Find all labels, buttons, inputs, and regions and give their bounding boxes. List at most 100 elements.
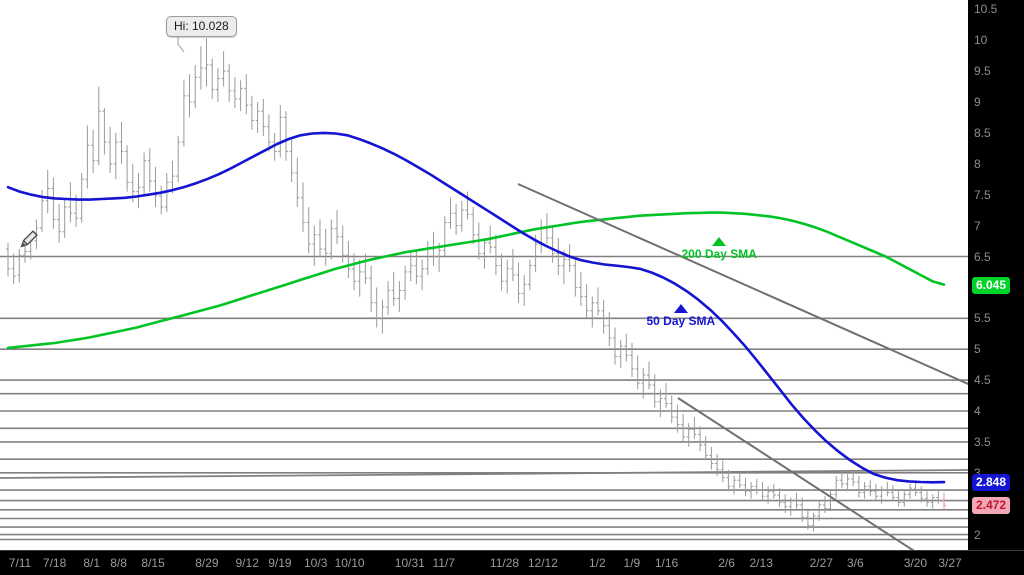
ohlc-bar [272, 132, 277, 161]
ohlc-bar [612, 327, 617, 365]
ohlc-bar [686, 423, 691, 447]
ohlc-bar [227, 63, 232, 102]
ohlc-bar [522, 275, 527, 306]
ohlc-bar [465, 191, 470, 220]
ohlc-bar [278, 105, 283, 158]
ohlc-bar [822, 496, 827, 513]
sma200-price-tag[interactable]: 6.045 [972, 276, 1011, 294]
price-tick: 7.5 [974, 187, 991, 202]
ohlc-bar [323, 228, 328, 266]
price-tick: 8 [974, 156, 981, 171]
ohlc-bar [79, 173, 84, 223]
sma50-label: 50 Day SMA [646, 314, 716, 328]
ohlc-bar [527, 259, 532, 291]
price-tick: 4.5 [974, 373, 991, 388]
200-day-sma-line [6, 211, 946, 350]
date-axis[interactable]: 7/11 7/18 8/1 8/8 8/15 8/29 9/12 9/19 10/3 10/10 1… [0, 550, 1024, 575]
ohlc-bar [425, 241, 430, 275]
ohlc-bar [62, 199, 67, 238]
price-tick: 5 [974, 342, 981, 357]
ohlc-bar [266, 114, 271, 152]
ohlc-bar [68, 182, 73, 223]
ohlc-bar [749, 482, 754, 499]
ohlc-bar [125, 145, 130, 192]
date-tick: 7/18 [42, 556, 67, 570]
ohlc-bar [516, 262, 521, 303]
ohlc-bar [561, 250, 566, 285]
upper-descending-trendline[interactable] [517, 183, 968, 387]
ohlc-bar [102, 108, 107, 155]
ohlc-bar [811, 512, 816, 532]
ohlc-bar [936, 490, 941, 504]
date-tick: 1/2 [588, 556, 606, 570]
ohlc-bar [692, 417, 697, 439]
ohlc-bar [255, 102, 260, 133]
price-axis[interactable]: 10.5 10 9.5 9 8.5 8 7.5 7 6.5 5.5 5 4.5 4 3.5 3 2 6.045 2… [968, 0, 1024, 550]
ohlc-bar [828, 491, 833, 512]
date-tick: 8/8 [110, 556, 127, 570]
ohlc-bar [856, 475, 861, 498]
date-tick: 9/19 [268, 556, 292, 570]
ohlc-bar [805, 508, 810, 530]
ohlc-bar [142, 152, 147, 195]
chart-plot-area[interactable]: 200 Day SMA 50 Day SMA Hi: 10.028 [0, 0, 968, 550]
ohlc-bar [720, 460, 725, 482]
ohlc-bar [11, 253, 16, 285]
ohlc-bar [363, 253, 368, 285]
ohlc-bar [442, 216, 447, 257]
ohlc-bar [397, 281, 402, 313]
rising-support-line[interactable] [0, 469, 968, 479]
ohlc-bar [176, 136, 181, 183]
ohlc-bar [318, 219, 322, 257]
ohlc-bar [204, 38, 209, 87]
ohlc-bar [119, 121, 124, 164]
ohlc-bar [159, 185, 164, 215]
ohlc-bar [703, 435, 708, 461]
price-tick: 9.5 [974, 64, 991, 79]
ohlc-bar [170, 160, 175, 194]
ohlc-bar [357, 259, 362, 297]
date-tick: 12/12 [527, 556, 558, 570]
ohlc-bar [539, 219, 544, 254]
ohlc-bar [215, 68, 220, 102]
last-price-tag[interactable]: 2.472 [972, 497, 1011, 515]
ohlc-bar [709, 446, 714, 470]
ohlc-bar [601, 299, 606, 334]
price-tick: 2 [974, 527, 981, 542]
ohlc-bar [91, 129, 96, 173]
ohlc-bar [482, 237, 487, 269]
ohlc-bar [414, 251, 419, 285]
ohlc-bar [783, 494, 788, 513]
ohlc-bar [391, 271, 396, 306]
ohlc-bar [924, 491, 929, 507]
price-tick: 8.5 [974, 125, 991, 140]
ohlc-bar [210, 58, 215, 99]
lower-descending-trendline[interactable] [677, 397, 925, 550]
ohlc-bar [261, 98, 266, 136]
ohlc-bar [181, 80, 186, 147]
sma200-label: 200 Day SMA [681, 247, 757, 261]
ohlc-bar [340, 225, 345, 263]
date-tick: 3/27 [938, 556, 962, 570]
ohlc-bar [335, 210, 340, 245]
date-tick: 9/12 [235, 556, 259, 570]
ohlc-bar [930, 494, 935, 509]
ohlc-bar [607, 312, 612, 347]
ohlc-bar [618, 339, 623, 368]
ohlc-bar [312, 225, 317, 266]
date-tick: 10/10 [334, 556, 365, 570]
price-tick: 3.5 [974, 434, 991, 449]
ohlc-bar [295, 157, 300, 207]
ohlc-bar [834, 475, 839, 499]
price-tick: 6.5 [974, 249, 991, 264]
ohlc-bar [198, 46, 203, 90]
ohlc-bar [907, 483, 912, 499]
ohlc-bar [664, 383, 669, 408]
ohlc-bar [300, 182, 305, 232]
ohlc-bar [420, 259, 425, 291]
ohlc-bar [6, 242, 10, 277]
ohlc-bar [754, 478, 759, 495]
sma50-price-tag[interactable]: 2.848 [972, 474, 1011, 492]
trendlines-group [517, 183, 968, 550]
ohlc-bar [187, 74, 192, 118]
